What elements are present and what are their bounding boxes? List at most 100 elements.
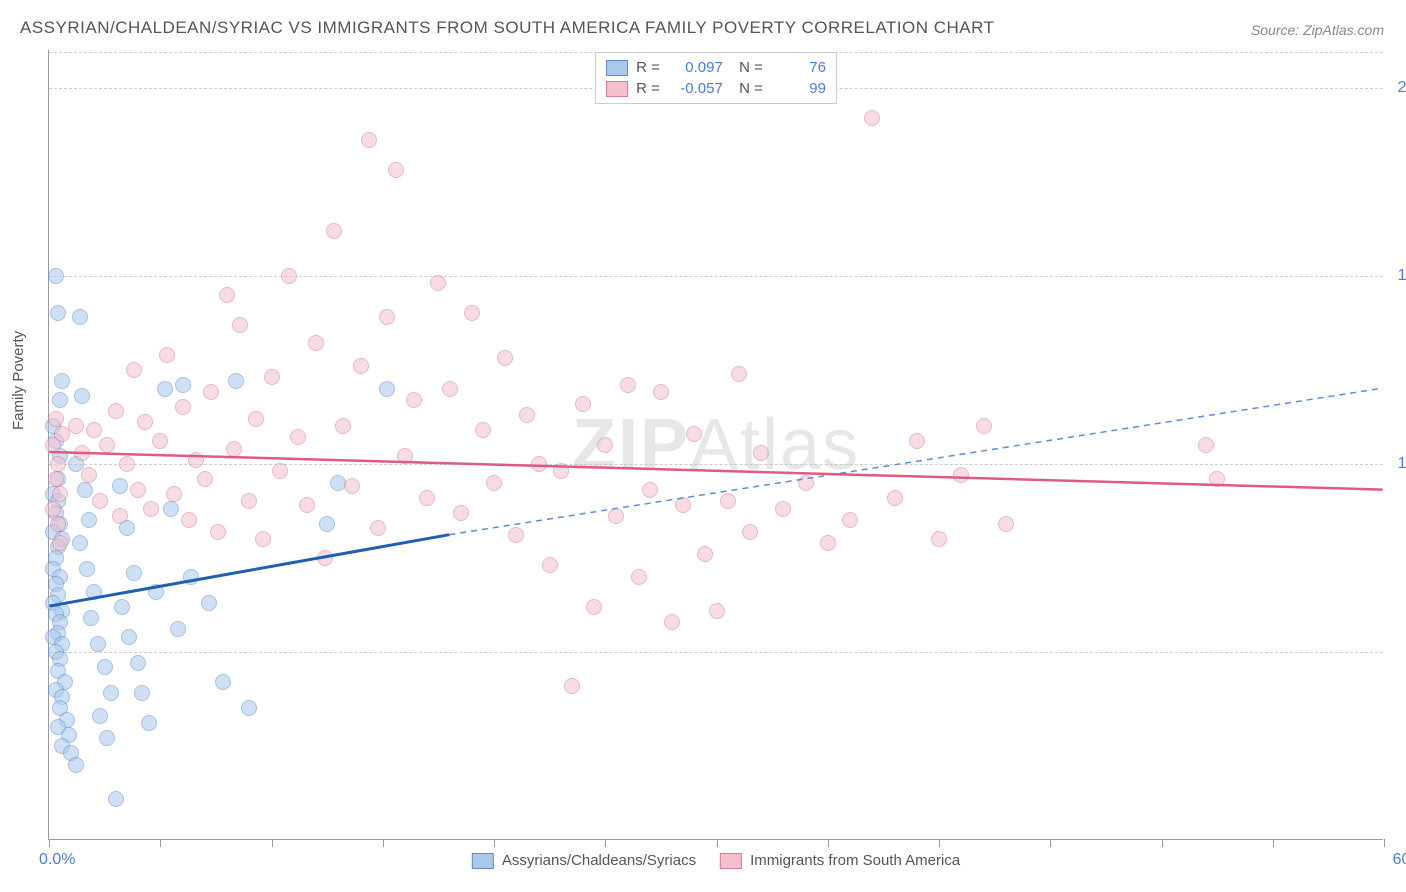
scatter-point bbox=[163, 501, 179, 517]
scatter-point bbox=[642, 482, 658, 498]
scatter-point bbox=[542, 557, 558, 573]
scatter-point bbox=[92, 493, 108, 509]
scatter-point bbox=[361, 132, 377, 148]
scatter-point bbox=[152, 433, 168, 449]
scatter-point bbox=[108, 403, 124, 419]
scatter-point bbox=[175, 377, 191, 393]
plot-area: ZIPAtlas R = 0.097 N = 76 R = -0.057 N =… bbox=[48, 50, 1383, 840]
scatter-point bbox=[419, 490, 435, 506]
scatter-point bbox=[141, 715, 157, 731]
scatter-point bbox=[228, 373, 244, 389]
scatter-point bbox=[453, 505, 469, 521]
x-min-label: 0.0% bbox=[39, 851, 75, 869]
scatter-point bbox=[686, 426, 702, 442]
scatter-point bbox=[464, 305, 480, 321]
scatter-point bbox=[326, 223, 342, 239]
scatter-point bbox=[241, 493, 257, 509]
scatter-point bbox=[90, 636, 106, 652]
bottom-legend-item-2: Immigrants from South America bbox=[720, 852, 960, 869]
scatter-point bbox=[281, 268, 297, 284]
scatter-point bbox=[597, 437, 613, 453]
x-tick bbox=[160, 839, 161, 847]
watermark: ZIPAtlas bbox=[572, 404, 860, 486]
scatter-point bbox=[130, 482, 146, 498]
scatter-point bbox=[931, 531, 947, 547]
scatter-point bbox=[68, 757, 84, 773]
scatter-point bbox=[188, 452, 204, 468]
x-tick bbox=[494, 839, 495, 847]
scatter-point bbox=[99, 730, 115, 746]
scatter-point bbox=[52, 486, 68, 502]
scatter-point bbox=[99, 437, 115, 453]
trend-lines bbox=[49, 50, 1383, 839]
scatter-point bbox=[864, 110, 880, 126]
scatter-point bbox=[119, 456, 135, 472]
scatter-point bbox=[86, 584, 102, 600]
scatter-point bbox=[820, 535, 836, 551]
correlation-legend: R = 0.097 N = 76 R = -0.057 N = 99 bbox=[595, 52, 837, 104]
scatter-point bbox=[183, 569, 199, 585]
scatter-point bbox=[48, 471, 64, 487]
gridline bbox=[49, 276, 1383, 277]
scatter-point bbox=[486, 475, 502, 491]
y-tick-label: 20.0% bbox=[1398, 79, 1406, 97]
scatter-point bbox=[430, 275, 446, 291]
scatter-point bbox=[335, 418, 351, 434]
scatter-point bbox=[575, 396, 591, 412]
scatter-point bbox=[344, 478, 360, 494]
y-tick-label: 15.0% bbox=[1398, 267, 1406, 285]
scatter-point bbox=[798, 475, 814, 491]
scatter-point bbox=[175, 399, 191, 415]
scatter-point bbox=[81, 467, 97, 483]
bottom-swatch-1 bbox=[472, 853, 494, 869]
scatter-point bbox=[201, 595, 217, 611]
scatter-point bbox=[97, 659, 113, 675]
x-tick bbox=[383, 839, 384, 847]
scatter-point bbox=[442, 381, 458, 397]
x-tick bbox=[1273, 839, 1274, 847]
x-tick bbox=[1384, 839, 1385, 847]
scatter-point bbox=[531, 456, 547, 472]
scatter-point bbox=[475, 422, 491, 438]
scatter-point bbox=[264, 369, 280, 385]
r-label: R = bbox=[636, 80, 660, 97]
scatter-point bbox=[586, 599, 602, 615]
scatter-point bbox=[388, 162, 404, 178]
swatch-series-2 bbox=[606, 81, 628, 97]
scatter-point bbox=[1209, 471, 1225, 487]
scatter-point bbox=[77, 482, 93, 498]
scatter-point bbox=[83, 610, 99, 626]
scatter-point bbox=[653, 384, 669, 400]
x-tick bbox=[717, 839, 718, 847]
scatter-point bbox=[1198, 437, 1214, 453]
gridline bbox=[49, 464, 1383, 465]
scatter-point bbox=[74, 388, 90, 404]
r-value-2: -0.057 bbox=[668, 80, 723, 97]
scatter-point bbox=[103, 685, 119, 701]
scatter-point bbox=[564, 678, 580, 694]
scatter-point bbox=[998, 516, 1014, 532]
x-tick bbox=[828, 839, 829, 847]
gridline bbox=[49, 652, 1383, 653]
scatter-point bbox=[290, 429, 306, 445]
scatter-point bbox=[72, 535, 88, 551]
bottom-legend: Assyrians/Chaldeans/Syriacs Immigrants f… bbox=[472, 852, 960, 869]
swatch-series-1 bbox=[606, 60, 628, 76]
scatter-point bbox=[631, 569, 647, 585]
scatter-point bbox=[675, 497, 691, 513]
scatter-point bbox=[353, 358, 369, 374]
scatter-point bbox=[112, 508, 128, 524]
scatter-point bbox=[742, 524, 758, 540]
r-value-1: 0.097 bbox=[668, 59, 723, 76]
scatter-point bbox=[842, 512, 858, 528]
scatter-point bbox=[79, 561, 95, 577]
scatter-point bbox=[664, 614, 680, 630]
x-max-label: 60.0% bbox=[1393, 851, 1406, 869]
n-label: N = bbox=[731, 59, 763, 76]
scatter-point bbox=[319, 516, 335, 532]
y-tick-label: 10.0% bbox=[1398, 455, 1406, 473]
scatter-point bbox=[50, 305, 66, 321]
scatter-point bbox=[709, 603, 725, 619]
scatter-point bbox=[143, 501, 159, 517]
scatter-point bbox=[157, 381, 173, 397]
